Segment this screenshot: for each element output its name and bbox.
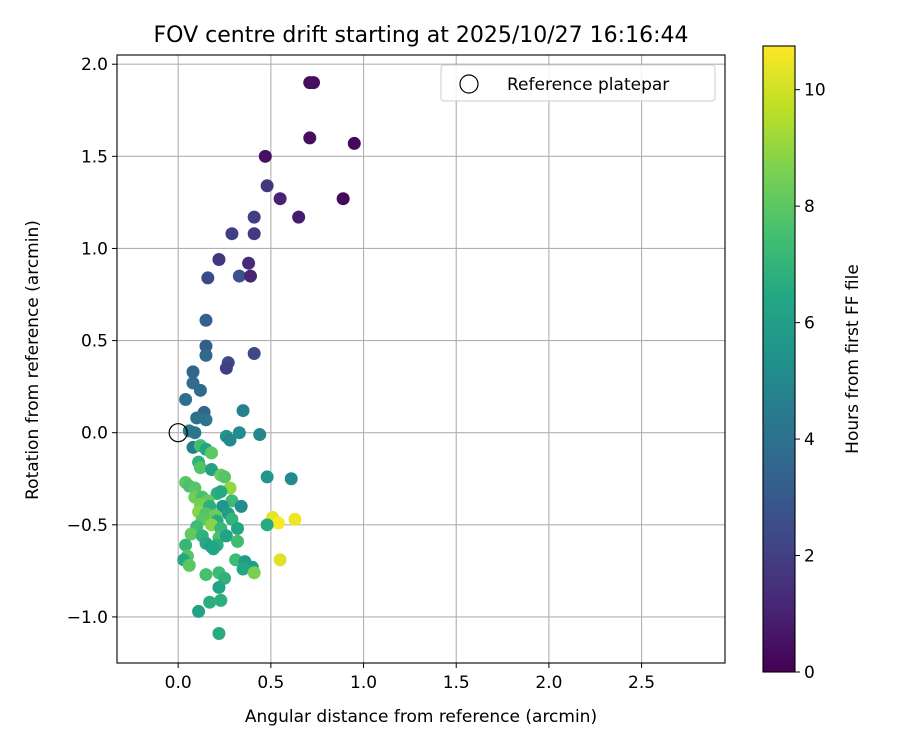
y-tick-label: 1.5 — [81, 147, 108, 167]
data-point — [232, 426, 246, 440]
data-point — [288, 512, 302, 526]
data-point — [179, 538, 193, 552]
data-point — [232, 269, 246, 283]
data-point — [214, 485, 228, 499]
data-point — [184, 527, 198, 541]
data-point — [242, 256, 256, 270]
data-point — [214, 593, 228, 607]
colorbar-ticks: 0 2 4 6 8 10 — [795, 81, 826, 683]
data-point — [260, 518, 274, 532]
data-point — [243, 269, 257, 283]
colorbar-tick-label: 6 — [804, 314, 815, 334]
data-point — [182, 558, 196, 572]
x-tick-label: 0.5 — [257, 673, 284, 693]
data-point — [188, 426, 202, 440]
colorbar-tick-label: 0 — [804, 663, 815, 683]
data-point — [234, 499, 248, 513]
data-point — [230, 534, 244, 548]
data-point — [206, 542, 220, 556]
data-point — [201, 271, 215, 285]
data-point — [260, 179, 274, 193]
y-tick-label: 2.0 — [81, 55, 108, 75]
x-tick-label: 1.0 — [350, 673, 377, 693]
chart-title: FOV centre drift starting at 2025/10/27 … — [154, 23, 689, 48]
data-point — [260, 470, 274, 484]
data-point — [188, 481, 202, 495]
data-point — [199, 348, 213, 362]
data-point — [236, 404, 250, 418]
y-tick-label: 0.5 — [81, 332, 108, 352]
x-tick-label: 1.5 — [443, 673, 470, 693]
x-axis-label: Angular distance from reference (arcmin) — [245, 707, 597, 727]
data-point — [303, 131, 317, 145]
data-point — [247, 346, 261, 360]
data-point — [247, 227, 261, 241]
data-point — [347, 136, 361, 150]
legend-box — [440, 64, 716, 102]
colorbar — [762, 45, 796, 673]
data-point — [212, 580, 226, 594]
data-point — [236, 562, 250, 576]
data-point — [284, 472, 298, 486]
data-point — [193, 383, 207, 397]
data-point — [273, 553, 287, 567]
y-tick-label: 1.0 — [81, 239, 108, 259]
data-point — [199, 313, 213, 327]
data-point — [179, 393, 193, 407]
legend-reference-marker — [459, 74, 479, 94]
y-tick-label: 0.0 — [81, 424, 108, 444]
data-point — [336, 192, 350, 206]
data-point — [271, 516, 285, 530]
data-point — [199, 339, 213, 353]
data-point — [253, 428, 267, 442]
data-point — [218, 470, 232, 484]
colorbar-label: Hours from first FF file — [843, 264, 863, 454]
data-point — [199, 568, 213, 582]
data-point — [292, 210, 306, 224]
y-tick-label: −1.0 — [67, 608, 108, 628]
data-point — [193, 461, 207, 475]
legend-label: Reference platepar — [507, 75, 669, 95]
data-point — [225, 227, 239, 241]
x-tick-label: 2.0 — [535, 673, 562, 693]
data-point — [273, 192, 287, 206]
reference-platepar-marker — [168, 423, 188, 443]
x-tick-label: 2.5 — [628, 673, 655, 693]
x-tick-label: 0.0 — [165, 673, 192, 693]
grid-lines — [117, 55, 725, 663]
x-axis-ticks: 0.0 0.5 1.0 1.5 2.0 2.5 — [165, 663, 655, 693]
data-point — [205, 446, 219, 460]
data-point — [212, 253, 226, 267]
data-point — [247, 210, 261, 224]
colorbar-tick-label: 4 — [804, 430, 815, 450]
data-point — [212, 627, 226, 641]
data-point — [223, 433, 237, 447]
data-point — [306, 76, 320, 90]
data-point — [219, 361, 233, 375]
data-point — [219, 529, 233, 543]
y-axis-label: Rotation from reference (arcmin) — [23, 220, 43, 500]
data-point — [199, 413, 213, 427]
colorbar-tick-label: 8 — [804, 197, 815, 217]
data-point — [192, 604, 206, 618]
legend: Reference platepar — [440, 64, 716, 102]
colorbar-tick-label: 10 — [804, 81, 826, 101]
y-tick-label: −0.5 — [67, 516, 108, 536]
plot-area-frame — [116, 54, 726, 664]
colorbar-tick-label: 2 — [804, 547, 815, 567]
data-point — [247, 566, 261, 580]
data-point — [186, 365, 200, 379]
data-point — [258, 149, 272, 163]
y-axis-ticks: −1.0 −0.5 0.0 0.5 1.0 1.5 2.0 — [67, 55, 117, 628]
data-point — [230, 522, 244, 536]
data-point — [203, 595, 217, 609]
data-points — [177, 76, 361, 641]
